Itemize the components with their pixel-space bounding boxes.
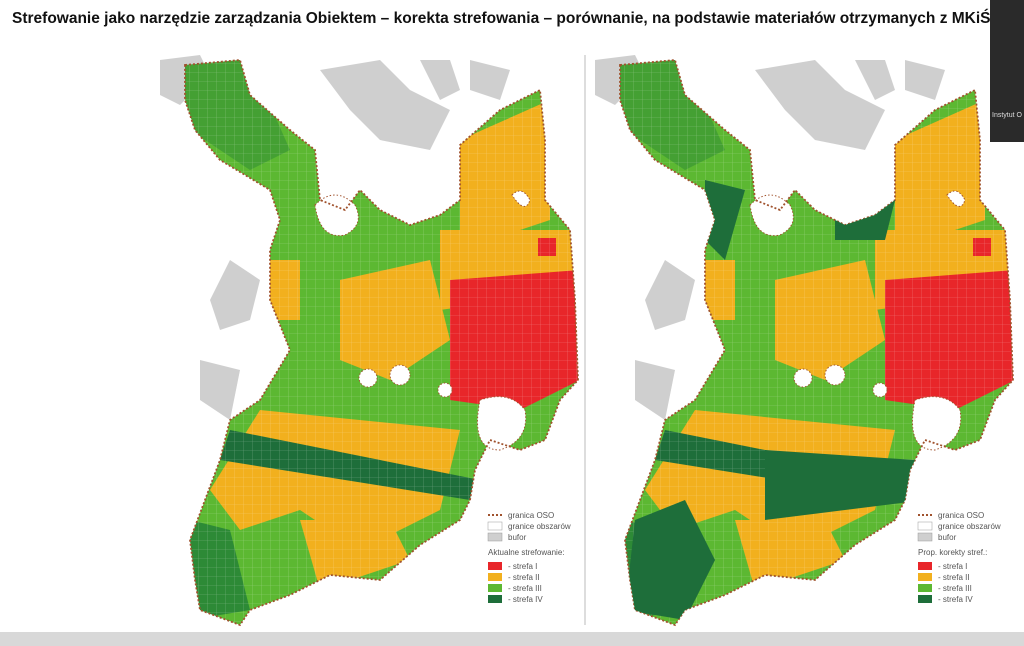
legend-label: granica OSO — [508, 511, 554, 520]
legend-label: bufor — [508, 533, 527, 542]
legend-swatch — [917, 532, 933, 542]
legend-label: granice obszarów — [938, 522, 1001, 531]
legend-label: - strefa II — [938, 573, 970, 582]
legend-swatch — [488, 573, 502, 581]
legend-label: - strefa III — [938, 584, 972, 593]
legend-label: granice obszarów — [508, 522, 571, 531]
legend-label: bufor — [938, 533, 957, 542]
legend-label: - strefa II — [508, 573, 540, 582]
legend-label: - strefa I — [938, 562, 967, 571]
legend-swatch — [918, 584, 932, 592]
slide-title: Strefowanie jako narzędzie zarządzania O… — [12, 10, 991, 27]
legend-swatch — [488, 595, 502, 603]
legend-swatch — [487, 532, 503, 542]
legend-label: - strefa III — [508, 584, 542, 593]
legend-heading: Prop. korekty stref.: — [918, 548, 987, 557]
legend-swatch — [918, 573, 932, 581]
legend-swatch — [917, 521, 933, 531]
legend-label: - strefa I — [508, 562, 537, 571]
legend-label: - strefa IV — [938, 595, 973, 604]
legend-swatch — [488, 562, 502, 570]
legend-heading: Aktualne strefowanie: — [488, 548, 565, 557]
participant-video[interactable]: Instytut O — [990, 0, 1024, 142]
legend-swatch — [918, 562, 932, 570]
legend-swatch — [488, 584, 502, 592]
bottom-bar — [0, 632, 1024, 646]
participant-name: Instytut O — [992, 112, 1022, 119]
legend-label: granica OSO — [938, 511, 984, 520]
legend-swatch — [487, 521, 503, 531]
map-proposed — [585, 50, 1024, 640]
legend-label: - strefa IV — [508, 595, 543, 604]
legend-swatch — [918, 595, 932, 603]
